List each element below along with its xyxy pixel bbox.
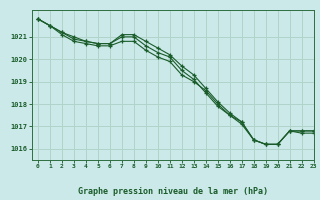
Text: Graphe pression niveau de la mer (hPa): Graphe pression niveau de la mer (hPa) xyxy=(78,187,268,196)
